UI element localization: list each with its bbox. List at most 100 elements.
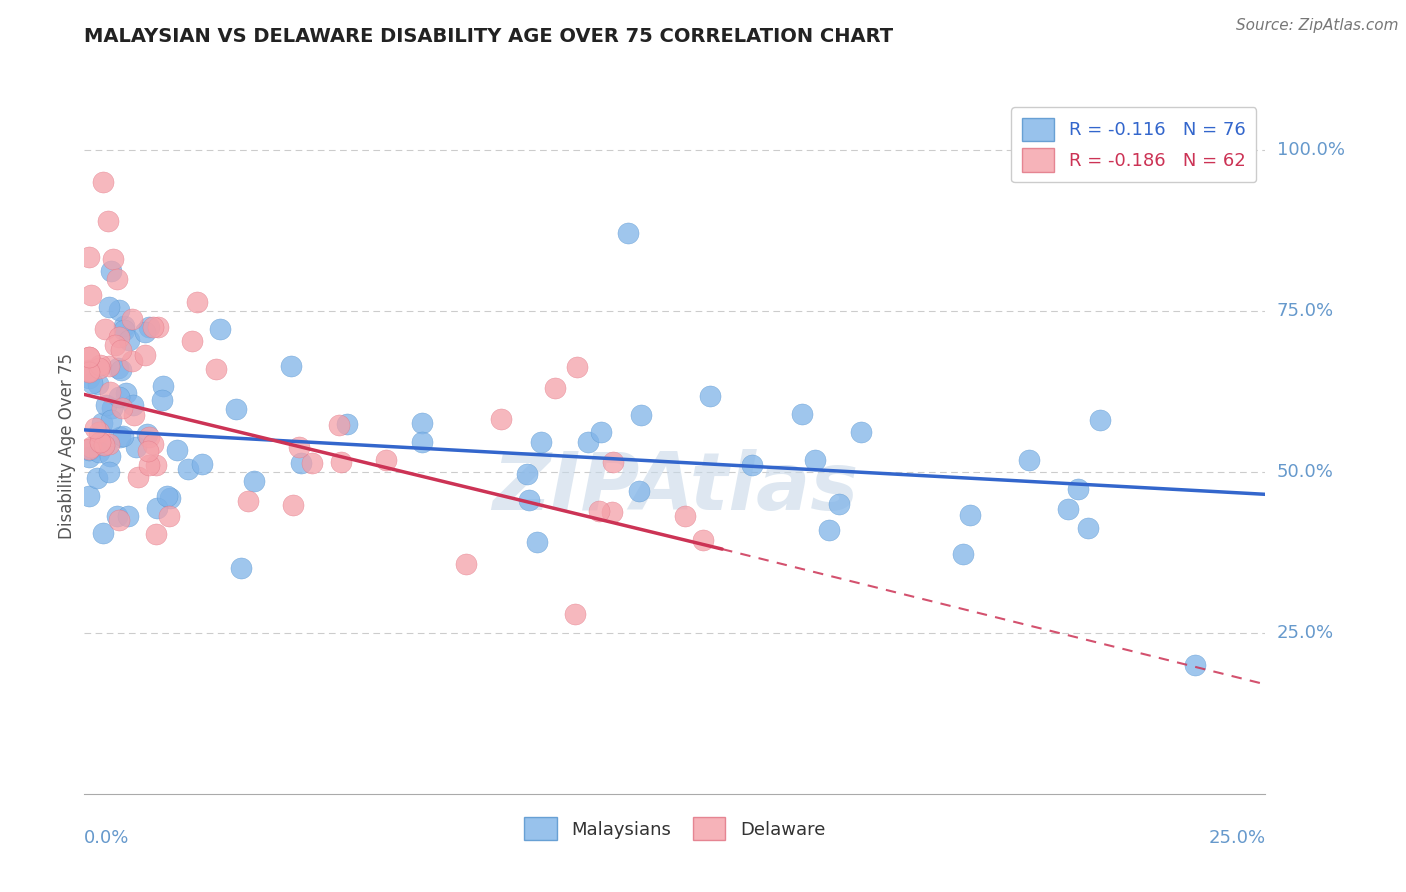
Point (118, 334, 141, 348)
Point (138, 430, 160, 444)
Point (817, 524, 839, 538)
Point (77, 363, 100, 377)
Point (108, 513, 131, 527)
Point (790, 407, 813, 421)
Point (77, 350, 100, 364)
Point (138, 458, 160, 472)
Point (121, 311, 143, 326)
Text: 100.0%: 100.0% (1277, 141, 1344, 159)
Text: 75.0%: 75.0% (1277, 301, 1334, 319)
Point (1018, 453, 1040, 467)
Point (411, 435, 433, 450)
Point (692, 533, 714, 548)
Point (91, 175, 114, 189)
Point (111, 401, 134, 415)
Point (588, 504, 610, 518)
Point (98, 437, 121, 451)
Point (526, 535, 548, 549)
Text: Source: ZipAtlas.com: Source: ZipAtlas.com (1236, 18, 1399, 33)
Point (94, 322, 117, 336)
Point (804, 453, 827, 467)
Text: 0.0%: 0.0% (84, 829, 129, 847)
Point (89, 445, 111, 459)
Point (100, 413, 122, 427)
Point (136, 444, 159, 458)
Point (145, 458, 167, 473)
Point (112, 323, 135, 337)
Point (375, 452, 398, 467)
Text: ZIPAtlas: ZIPAtlas (492, 449, 858, 527)
Point (1088, 413, 1111, 427)
Text: 25.0%: 25.0% (1277, 624, 1334, 642)
Point (591, 425, 613, 439)
Point (91, 416, 114, 430)
Point (107, 390, 129, 404)
Point (125, 440, 148, 454)
Point (80, 440, 103, 454)
Point (209, 322, 232, 336)
Point (134, 348, 156, 362)
Point (138, 319, 160, 334)
Point (104, 338, 127, 352)
Point (134, 325, 156, 339)
Text: MALAYSIAN VS DELAWARE DISABILITY AGE OVER 75 CORRELATION CHART: MALAYSIAN VS DELAWARE DISABILITY AGE OVE… (84, 27, 893, 45)
Point (827, 496, 849, 510)
Point (530, 434, 553, 449)
Point (489, 412, 512, 426)
Point (98, 465, 121, 479)
Point (108, 303, 131, 318)
Point (516, 467, 538, 482)
Point (77, 250, 100, 264)
Point (87, 377, 110, 392)
Point (86, 471, 108, 485)
Point (231, 561, 253, 575)
Point (100, 401, 122, 415)
Point (849, 425, 872, 439)
Point (600, 505, 623, 519)
Point (519, 493, 541, 508)
Point (110, 363, 132, 377)
Point (156, 489, 179, 503)
Point (673, 509, 696, 524)
Y-axis label: Disability Age Over 75: Disability Age Over 75 (58, 353, 76, 539)
Point (159, 491, 181, 505)
Point (288, 441, 311, 455)
Point (959, 508, 981, 522)
Point (89, 435, 111, 450)
Point (108, 430, 131, 444)
Point (1077, 521, 1099, 535)
Point (77, 351, 100, 365)
Point (91, 526, 114, 541)
Point (290, 456, 312, 470)
Point (93, 438, 115, 452)
Point (80, 288, 103, 302)
Point (150, 392, 173, 407)
Point (82, 376, 104, 390)
Point (190, 457, 212, 471)
Point (142, 320, 165, 334)
Point (98, 449, 121, 463)
Text: 25.0%: 25.0% (1208, 829, 1265, 847)
Point (564, 607, 586, 621)
Point (204, 361, 226, 376)
Point (107, 361, 129, 376)
Point (952, 547, 974, 561)
Point (77, 442, 100, 456)
Point (145, 527, 167, 541)
Point (142, 437, 165, 451)
Point (110, 343, 132, 358)
Point (166, 442, 188, 457)
Point (699, 389, 721, 403)
Point (329, 455, 352, 469)
Point (101, 252, 124, 267)
Point (77, 365, 100, 379)
Point (301, 456, 323, 470)
Point (176, 462, 198, 476)
Point (456, 558, 478, 572)
Point (243, 474, 266, 488)
Point (111, 429, 134, 443)
Point (77, 489, 100, 503)
Point (98, 301, 121, 315)
Point (1057, 502, 1080, 516)
Point (225, 401, 247, 416)
